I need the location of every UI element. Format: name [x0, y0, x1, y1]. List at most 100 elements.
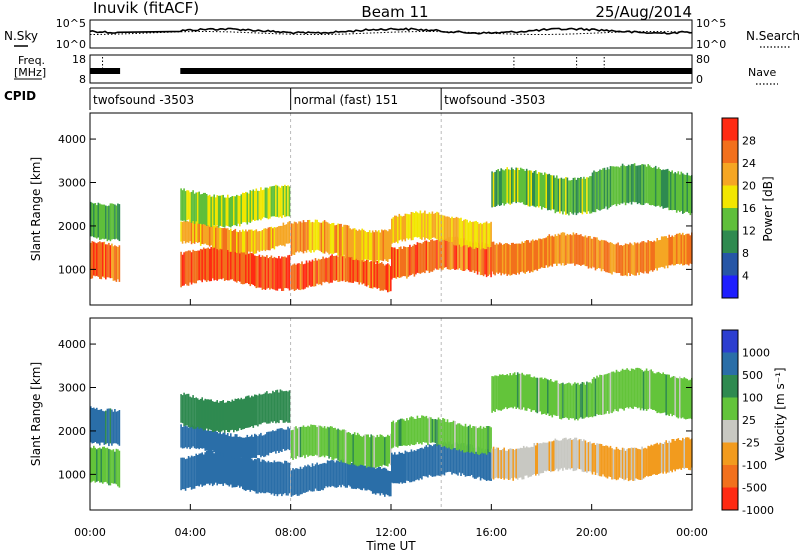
velocity-mark	[195, 453, 197, 486]
velocity-mark	[599, 374, 601, 415]
power-mark	[615, 166, 618, 207]
power-mark	[587, 177, 590, 212]
velocity-mark	[485, 448, 488, 481]
beam-title: Beam 11	[361, 3, 428, 21]
power-mark	[358, 259, 360, 285]
power-mark	[506, 243, 508, 276]
power-mark	[278, 256, 280, 289]
freq-trace	[90, 68, 121, 74]
nave-tick-top: 80	[696, 53, 710, 66]
power-mark	[237, 250, 240, 281]
power-mark	[403, 246, 405, 276]
velocity-mark	[285, 429, 288, 451]
power-mark	[117, 247, 119, 280]
velocity-mark	[196, 455, 199, 486]
velocity-mark	[668, 374, 670, 416]
power-mark	[228, 229, 231, 252]
power-mark	[623, 245, 625, 276]
power-mark	[207, 195, 209, 226]
velocity-mark	[397, 454, 399, 484]
velocity-mark	[97, 448, 100, 481]
freq-panel: Freq. [MHz] 18 8 80 0 Nave	[14, 53, 778, 86]
power-mark	[382, 230, 385, 262]
power-mark	[246, 231, 249, 252]
ytick-label: 4000	[58, 133, 86, 146]
power-mark	[201, 249, 203, 283]
power-mark	[202, 247, 205, 280]
power-mark	[642, 164, 645, 205]
power-mark	[488, 245, 491, 275]
power-mark	[202, 223, 205, 245]
power-mark	[273, 185, 276, 217]
power-mark	[686, 172, 689, 212]
velocity-mark	[401, 418, 404, 446]
power-mark	[536, 240, 539, 271]
power-mark	[257, 256, 259, 288]
velocity-mark	[455, 424, 458, 451]
velocity-mark	[559, 440, 561, 470]
velocity-mark	[192, 456, 194, 489]
power-mark	[329, 255, 332, 283]
power-mark	[490, 246, 492, 278]
velocity-mark	[503, 447, 505, 480]
velocity-mark	[384, 437, 386, 466]
power-mark	[510, 242, 513, 276]
noise-left-tick-bottom: 10^0	[56, 38, 86, 51]
power-mark	[663, 169, 666, 209]
velocity-mark	[278, 428, 280, 453]
velocity-mark	[290, 470, 293, 497]
velocity-mark	[252, 460, 255, 491]
velocity-mark	[677, 438, 680, 470]
velocity-mark	[382, 467, 385, 495]
velocity-mark	[466, 426, 468, 452]
power-mark	[276, 226, 279, 247]
velocity-mark	[645, 368, 648, 411]
velocity-mark	[682, 378, 684, 418]
power-mark	[569, 180, 572, 212]
velocity-mark	[202, 400, 205, 431]
power-mark	[301, 261, 303, 290]
power-mark	[434, 212, 437, 239]
power-mark	[180, 251, 182, 288]
power-mark	[530, 240, 533, 272]
velocity-mark	[428, 444, 431, 475]
power-mark	[632, 164, 634, 202]
power-mark	[609, 166, 612, 207]
velocity-mark	[437, 417, 440, 445]
power-mark	[617, 242, 619, 273]
velocity-mark	[219, 431, 221, 453]
power-mark	[183, 188, 185, 221]
power-mark	[491, 171, 493, 208]
velocity-mark	[461, 443, 464, 474]
power-mark	[596, 237, 598, 269]
power-mark	[279, 187, 282, 217]
power-mark	[217, 195, 220, 228]
velocity-mark	[541, 377, 543, 415]
power-mark	[519, 243, 522, 273]
velocity-mark	[650, 369, 652, 410]
velocity-mark	[258, 393, 261, 425]
power-mark	[682, 173, 684, 214]
velocity-mark	[522, 374, 525, 408]
velocity-mark	[683, 377, 686, 419]
power-mark	[344, 224, 347, 259]
velocity-mark	[503, 375, 505, 409]
power-mark	[533, 171, 536, 207]
power-mark	[400, 215, 402, 240]
velocity-mark	[519, 447, 522, 478]
power-mark	[264, 256, 267, 290]
power-mark	[385, 230, 388, 261]
velocity-mark	[284, 391, 286, 423]
power-mark	[650, 241, 652, 271]
power-mark	[553, 175, 555, 210]
velocity-mark	[509, 448, 511, 480]
velocity-mark	[550, 379, 552, 416]
power-mark	[189, 250, 191, 283]
power-mark	[497, 244, 499, 274]
velocity-mark	[273, 460, 276, 496]
velocity-mark	[397, 420, 399, 448]
velocity-mark	[536, 442, 539, 474]
velocity-mark	[329, 460, 332, 488]
power-mark	[506, 167, 508, 203]
